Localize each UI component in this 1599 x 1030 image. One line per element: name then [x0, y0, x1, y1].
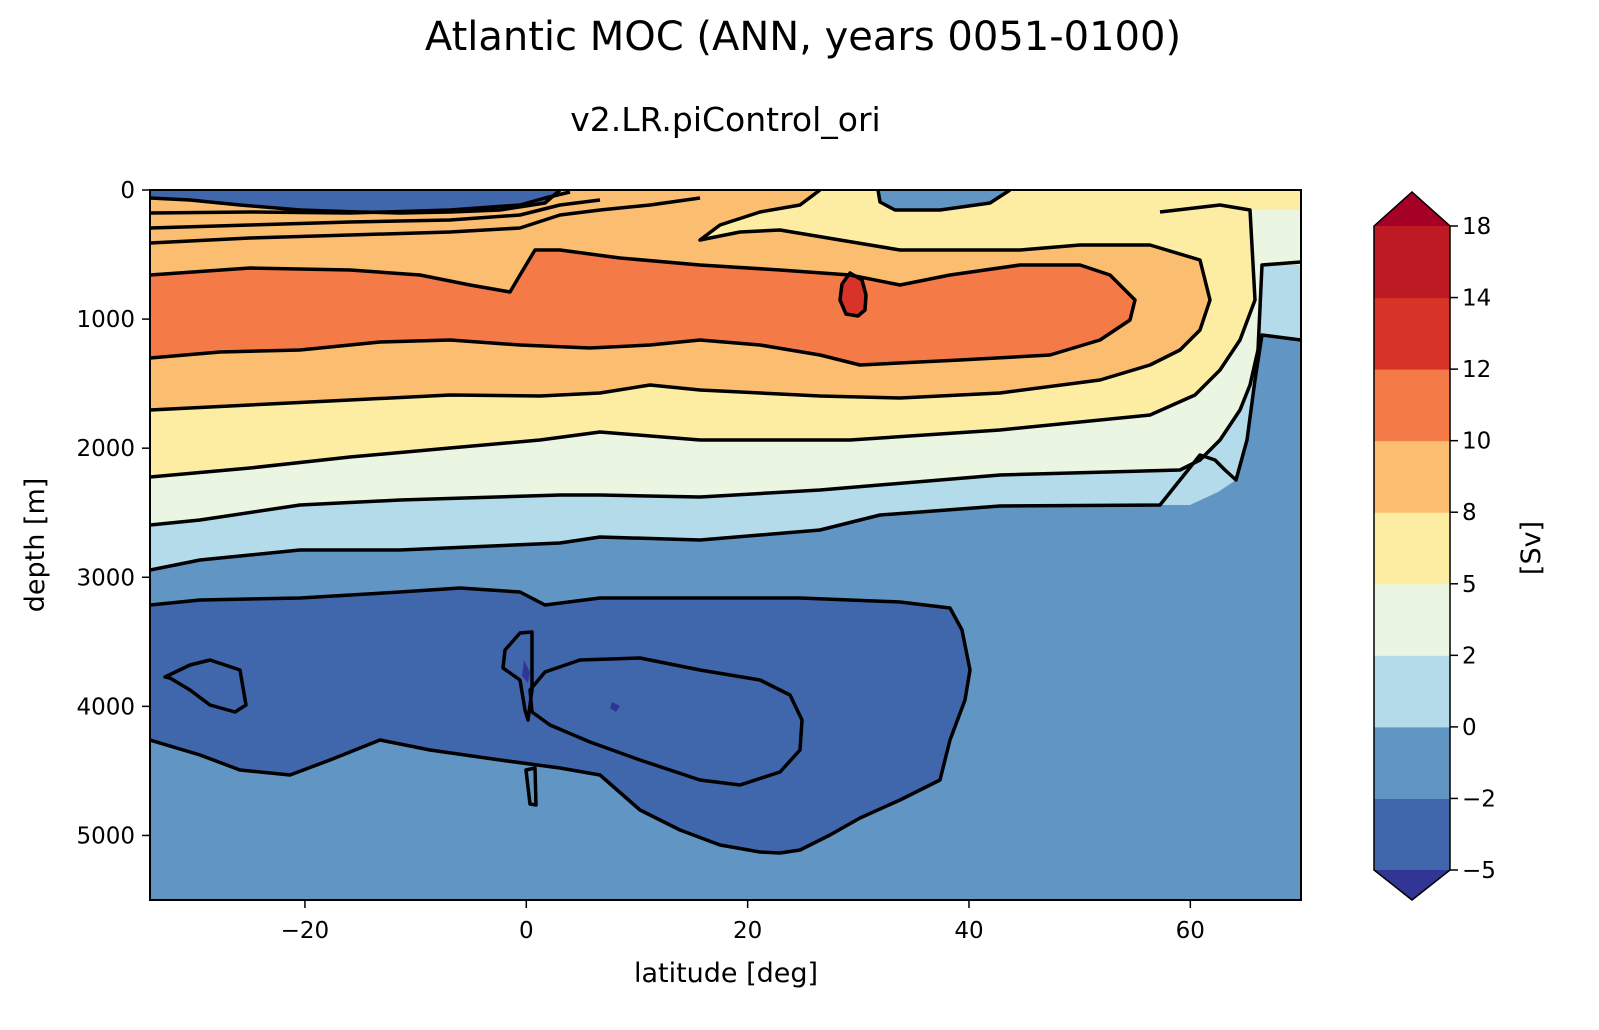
contour-lines: [150, 190, 1301, 855]
colorbar-segment: [1374, 583, 1450, 656]
colorbar-segment: [1374, 655, 1450, 728]
contour-line-5: [150, 203, 1257, 479]
band-12-14: [840, 273, 866, 316]
colorbar-under-extension: [1374, 870, 1450, 900]
colorbar-tick-label: 2: [1462, 643, 1477, 669]
plot-frame: [149, 189, 1302, 901]
contour-line-surface-neg-2: [876, 190, 1011, 212]
x-tick-label: 20: [733, 918, 762, 944]
contour-line-upper-3: [150, 190, 571, 215]
colorbar-tick-label: 10: [1462, 429, 1491, 455]
colorbar-segment: [1374, 440, 1450, 513]
y-axis: 0 1000 2000 3000 4000 5000: [76, 178, 150, 849]
chart-title: Atlantic MOC (ANN, years 0051-0100): [424, 14, 1182, 60]
band-surface-neg-2: [878, 190, 1010, 210]
contour-line-upper-1: [150, 196, 701, 245]
colorbar-tick-label: −5: [1462, 858, 1496, 884]
x-tick-label: 40: [954, 918, 983, 944]
y-tick-label: 4000: [76, 694, 135, 720]
x-axis-label: latitude [deg]: [634, 958, 818, 989]
x-tick-label: 0: [519, 918, 534, 944]
contour-line-equator-spike-2: [524, 766, 538, 807]
colorbar-tick-label: 0: [1462, 715, 1477, 741]
colorbar-segment: [1374, 226, 1450, 299]
colorbar-segment: [1374, 726, 1450, 799]
y-tick-label: 1000: [76, 307, 135, 333]
contour-line-10: [150, 248, 1137, 367]
colorbar-tick-label: 8: [1462, 500, 1477, 526]
colorbar-tick-label: 12: [1462, 357, 1491, 383]
contour-line-left-loop: [163, 658, 248, 714]
contour-line-2: [150, 260, 1301, 527]
band-surface-neg: [150, 190, 560, 213]
contour-line-deep-neg: [150, 586, 972, 855]
band-10-12: [150, 250, 1135, 365]
colorbar-tick-label: 14: [1462, 286, 1491, 312]
y-tick-label: 2000: [76, 436, 135, 462]
colorbar-segment: [1374, 369, 1450, 442]
chart-subtitle: v2.LR.piControl_ori: [570, 100, 881, 139]
contour-line-12: [838, 271, 868, 318]
contour-line-8: [150, 190, 1212, 412]
colorbar-tick-label: 18: [1462, 214, 1491, 240]
contour-line-upper-2: [150, 198, 601, 230]
x-tick-label: 60: [1176, 918, 1205, 944]
y-tick-label: 3000: [76, 565, 135, 591]
y-tick-label: 5000: [76, 823, 135, 849]
y-tick-label: 0: [120, 178, 135, 204]
band-below-min-1: [522, 660, 530, 683]
contour-fields: [150, 190, 1301, 900]
x-axis: −20 0 20 40 60: [281, 900, 1205, 944]
band-below-min-2: [610, 702, 620, 712]
colorbar-segment: [1374, 297, 1450, 370]
colorbar-label: [Sv]: [1516, 521, 1547, 575]
contour-line-equator-spike: [501, 630, 534, 722]
contour-line-surface-neg: [150, 190, 562, 215]
colorbar-over-extension: [1374, 192, 1450, 226]
contour-line-inner-cell: [528, 656, 804, 787]
colorbar-tick-label: 5: [1462, 572, 1477, 598]
colorbar: −5 −2 0 2 5 8 10 12 14 18: [1373, 190, 1496, 901]
contour-line-0: [150, 333, 1301, 572]
x-tick-label: −20: [281, 918, 330, 944]
band-deep-neg: [150, 588, 970, 853]
colorbar-tick-label: −2: [1462, 786, 1496, 812]
colorbar-segment: [1374, 798, 1450, 871]
y-axis-label: depth [m]: [20, 478, 51, 613]
colorbar-segment: [1374, 512, 1450, 585]
